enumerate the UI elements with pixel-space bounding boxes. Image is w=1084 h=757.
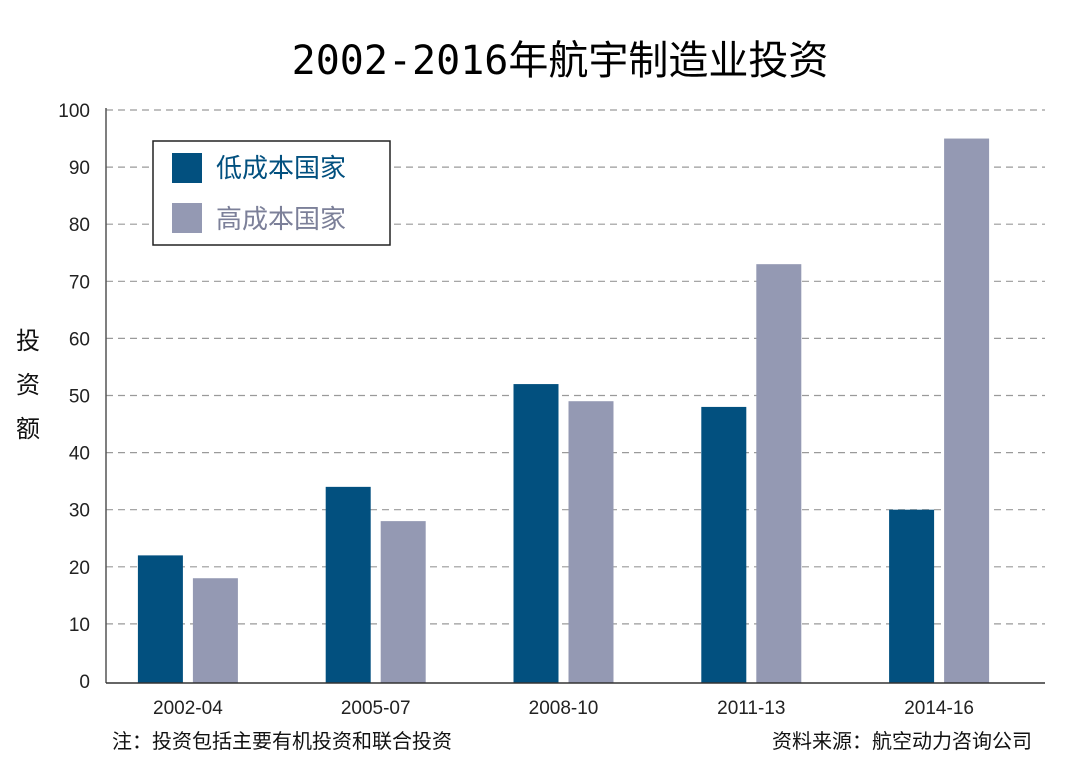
bar-high-cost-2011-13 — [756, 264, 802, 683]
y-tick-label: 50 — [69, 387, 90, 408]
y-tick-label: 100 — [58, 101, 90, 122]
y-tick-label: 60 — [69, 329, 90, 350]
bar-low-cost-2011-13 — [701, 406, 747, 683]
bar-low-cost-2002-04 — [137, 555, 183, 683]
y-tick-label: 20 — [69, 558, 90, 579]
bars — [137, 138, 990, 684]
y-tick-label: 90 — [69, 158, 90, 179]
x-tick-label: 2005-07 — [341, 698, 411, 719]
y-tick-label: 0 — [79, 672, 90, 693]
y-tick-label: 80 — [69, 215, 90, 236]
bar-high-cost-2002-04 — [192, 578, 238, 683]
legend-swatch-high-cost — [172, 203, 202, 233]
bar-low-cost-2008-10 — [513, 384, 559, 683]
y-tick-label: 30 — [69, 501, 90, 522]
y-axis-ticks: 0 10 20 30 40 50 60 70 80 90 100 — [58, 101, 90, 693]
gridlines — [106, 109, 1045, 625]
y-tick-label: 10 — [69, 615, 90, 636]
footnote: 注：投资包括主要有机投资和联合投资 — [112, 729, 452, 753]
legend: 低成本国家 高成本国家 — [152, 140, 391, 246]
x-tick-label: 2014-16 — [904, 698, 974, 719]
bar-low-cost-2014-16 — [889, 509, 935, 683]
x-tick-label: 2008-10 — [529, 698, 599, 719]
bar-high-cost-2008-10 — [568, 401, 614, 683]
x-axis-ticks: 2002-04 2005-07 2008-10 2011-13 2014-16 — [153, 698, 974, 719]
bar-low-cost-2005-07 — [325, 486, 371, 683]
y-tick-label: 40 — [69, 444, 90, 465]
y-axis-label-char: 投 — [16, 327, 40, 355]
bar-high-cost-2005-07 — [380, 521, 426, 683]
x-tick-label: 2002-04 — [153, 698, 223, 719]
bar-high-cost-2014-16 — [944, 138, 990, 684]
y-tick-label: 70 — [69, 272, 90, 293]
y-axis-label: 投资额 — [16, 327, 40, 443]
y-axis-label-char: 额 — [16, 415, 40, 443]
legend-label-high-cost: 高成本国家 — [216, 205, 346, 235]
legend-label-low-cost: 低成本国家 — [216, 154, 346, 184]
y-axis-label-char: 资 — [16, 371, 40, 399]
source-note: 资料来源：航空动力咨询公司 — [772, 729, 1032, 753]
x-tick-label: 2011-13 — [717, 698, 785, 719]
chart-title: 2002-2016年航宇制造业投资 — [292, 38, 829, 84]
legend-swatch-low-cost — [172, 153, 202, 183]
